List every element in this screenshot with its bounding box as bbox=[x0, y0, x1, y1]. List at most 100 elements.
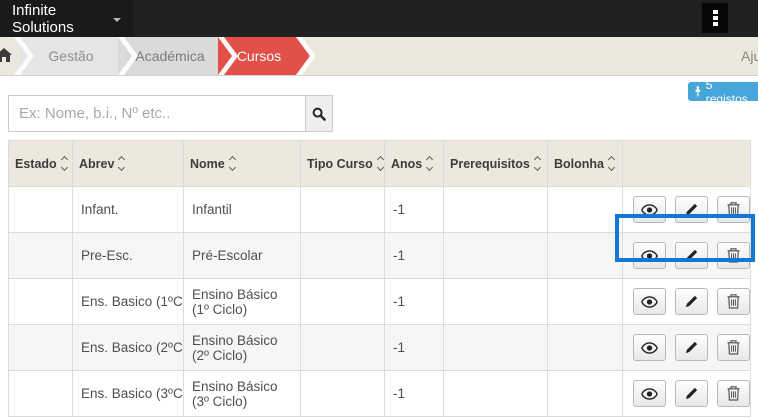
records-badge-label: 5 registos bbox=[705, 77, 748, 106]
column-header-abrev[interactable]: Abrev bbox=[72, 140, 184, 187]
view-button[interactable] bbox=[633, 288, 666, 315]
column-header-anos[interactable]: Anos bbox=[384, 140, 444, 187]
eye-icon bbox=[641, 341, 658, 354]
breadcrumb: Gestão Académica Cursos Aju bbox=[0, 37, 758, 76]
cell-bolonha bbox=[547, 232, 623, 279]
sort-icon bbox=[60, 155, 68, 172]
column-header-actions bbox=[622, 140, 751, 187]
records-badge: 5 registos bbox=[688, 78, 758, 106]
edit-button[interactable] bbox=[675, 380, 708, 407]
view-button[interactable] bbox=[633, 334, 666, 361]
table-header-row: Estado Abrev Nome Tipo Curso Anos Prereq… bbox=[8, 140, 751, 187]
breadcrumb-home[interactable] bbox=[0, 48, 26, 64]
caret-down-icon bbox=[113, 17, 121, 22]
cell-bolonha bbox=[547, 278, 623, 325]
edit-button[interactable] bbox=[675, 288, 708, 315]
cell-actions bbox=[622, 370, 751, 417]
cell-abrev: Ens. Basico (3ºC) bbox=[72, 370, 184, 417]
edit-button[interactable] bbox=[675, 242, 708, 269]
table-row: Ens. Basico (2ºC) Ensino Básico (2º Cicl… bbox=[8, 324, 751, 371]
search-icon bbox=[312, 107, 326, 121]
edit-button[interactable] bbox=[675, 196, 708, 223]
breadcrumb-item-academica[interactable]: Académica bbox=[118, 37, 232, 75]
pencil-icon bbox=[685, 387, 698, 400]
cell-actions bbox=[622, 232, 751, 279]
cell-estado bbox=[8, 278, 73, 325]
delete-button[interactable] bbox=[717, 242, 750, 269]
pencil-icon bbox=[685, 295, 698, 308]
cell-prerequisitos bbox=[443, 370, 548, 417]
cell-abrev: Ens. Basico (2ºC) bbox=[72, 324, 184, 371]
cell-tipo-curso bbox=[300, 324, 385, 371]
cell-prerequisitos bbox=[443, 324, 548, 371]
kebab-menu-icon bbox=[712, 10, 718, 14]
sort-icon bbox=[607, 155, 616, 172]
table-row: Ens. Basico (1ºC) Ensino Básico (1º Cicl… bbox=[8, 278, 751, 325]
cell-estado bbox=[8, 186, 73, 233]
cell-anos: -1 bbox=[384, 232, 444, 279]
sort-icon bbox=[118, 155, 126, 172]
cell-nome: Ensino Básico (3º Ciclo) bbox=[183, 370, 301, 417]
trash-icon bbox=[727, 294, 740, 309]
column-header-bolonha[interactable]: Bolonha bbox=[547, 140, 623, 187]
column-header-estado[interactable]: Estado bbox=[8, 140, 73, 187]
cell-tipo-curso bbox=[300, 232, 385, 279]
view-button[interactable] bbox=[633, 380, 666, 407]
cell-prerequisitos bbox=[443, 186, 548, 233]
cell-anos: -1 bbox=[384, 278, 444, 325]
cell-bolonha bbox=[547, 324, 623, 371]
help-link[interactable]: Aju bbox=[741, 48, 758, 64]
trash-icon bbox=[727, 386, 740, 401]
sort-icon bbox=[228, 155, 236, 172]
table-row: Ens. Basico (3ºC) Ensino Básico (3º Cicl… bbox=[8, 370, 751, 417]
delete-button[interactable] bbox=[717, 334, 750, 361]
cell-abrev: Infant. bbox=[72, 186, 184, 233]
sort-icon bbox=[376, 155, 384, 172]
cell-estado bbox=[8, 370, 73, 417]
search-button[interactable] bbox=[305, 95, 333, 132]
sort-icon bbox=[533, 155, 541, 172]
search-bar bbox=[8, 95, 333, 132]
cell-estado bbox=[8, 324, 73, 371]
cell-abrev: Ens. Basico (1ºC) bbox=[72, 278, 184, 325]
search-input[interactable] bbox=[8, 95, 306, 132]
trash-icon bbox=[727, 340, 740, 355]
eye-icon bbox=[641, 295, 658, 308]
cell-prerequisitos bbox=[443, 278, 548, 325]
cell-tipo-curso bbox=[300, 370, 385, 417]
brand-menu[interactable]: Infinite Solutions bbox=[0, 0, 133, 37]
breadcrumb-item-gestao[interactable]: Gestão bbox=[20, 37, 132, 75]
eye-icon bbox=[641, 387, 658, 400]
table-row: Pre-Esc. Pré-Escolar -1 bbox=[8, 232, 751, 279]
cell-bolonha bbox=[547, 370, 623, 417]
cell-actions bbox=[622, 278, 751, 325]
column-header-prerequisitos[interactable]: Prerequisitos bbox=[443, 140, 548, 187]
cell-estado bbox=[8, 232, 73, 279]
delete-button[interactable] bbox=[717, 288, 750, 315]
delete-button[interactable] bbox=[717, 380, 750, 407]
kebab-menu-button[interactable] bbox=[702, 3, 728, 33]
sort-icon bbox=[426, 155, 434, 172]
column-header-tipo-curso[interactable]: Tipo Curso bbox=[300, 140, 385, 187]
cell-abrev: Pre-Esc. bbox=[72, 232, 184, 279]
breadcrumb-item-cursos-active[interactable]: Cursos bbox=[218, 37, 310, 75]
home-icon bbox=[0, 48, 12, 62]
highlight-box bbox=[615, 214, 755, 262]
cell-nome: Ensino Básico (2º Ciclo) bbox=[183, 324, 301, 371]
cell-nome: Infantil bbox=[183, 186, 301, 233]
brand-label: Infinite Solutions bbox=[12, 1, 74, 36]
cell-tipo-curso bbox=[300, 278, 385, 325]
top-navbar: Infinite Solutions bbox=[0, 0, 758, 37]
cell-nome: Ensino Básico (1º Ciclo) bbox=[183, 278, 301, 325]
pin-icon bbox=[695, 85, 701, 97]
cell-bolonha bbox=[547, 186, 623, 233]
cell-anos: -1 bbox=[384, 324, 444, 371]
view-button[interactable] bbox=[633, 196, 666, 223]
edit-button[interactable] bbox=[675, 334, 708, 361]
cell-anos: -1 bbox=[384, 370, 444, 417]
pencil-icon bbox=[685, 341, 698, 354]
cell-nome: Pré-Escolar bbox=[183, 232, 301, 279]
column-header-nome[interactable]: Nome bbox=[183, 140, 301, 187]
pencil-icon bbox=[685, 203, 698, 216]
delete-button[interactable] bbox=[717, 196, 750, 223]
